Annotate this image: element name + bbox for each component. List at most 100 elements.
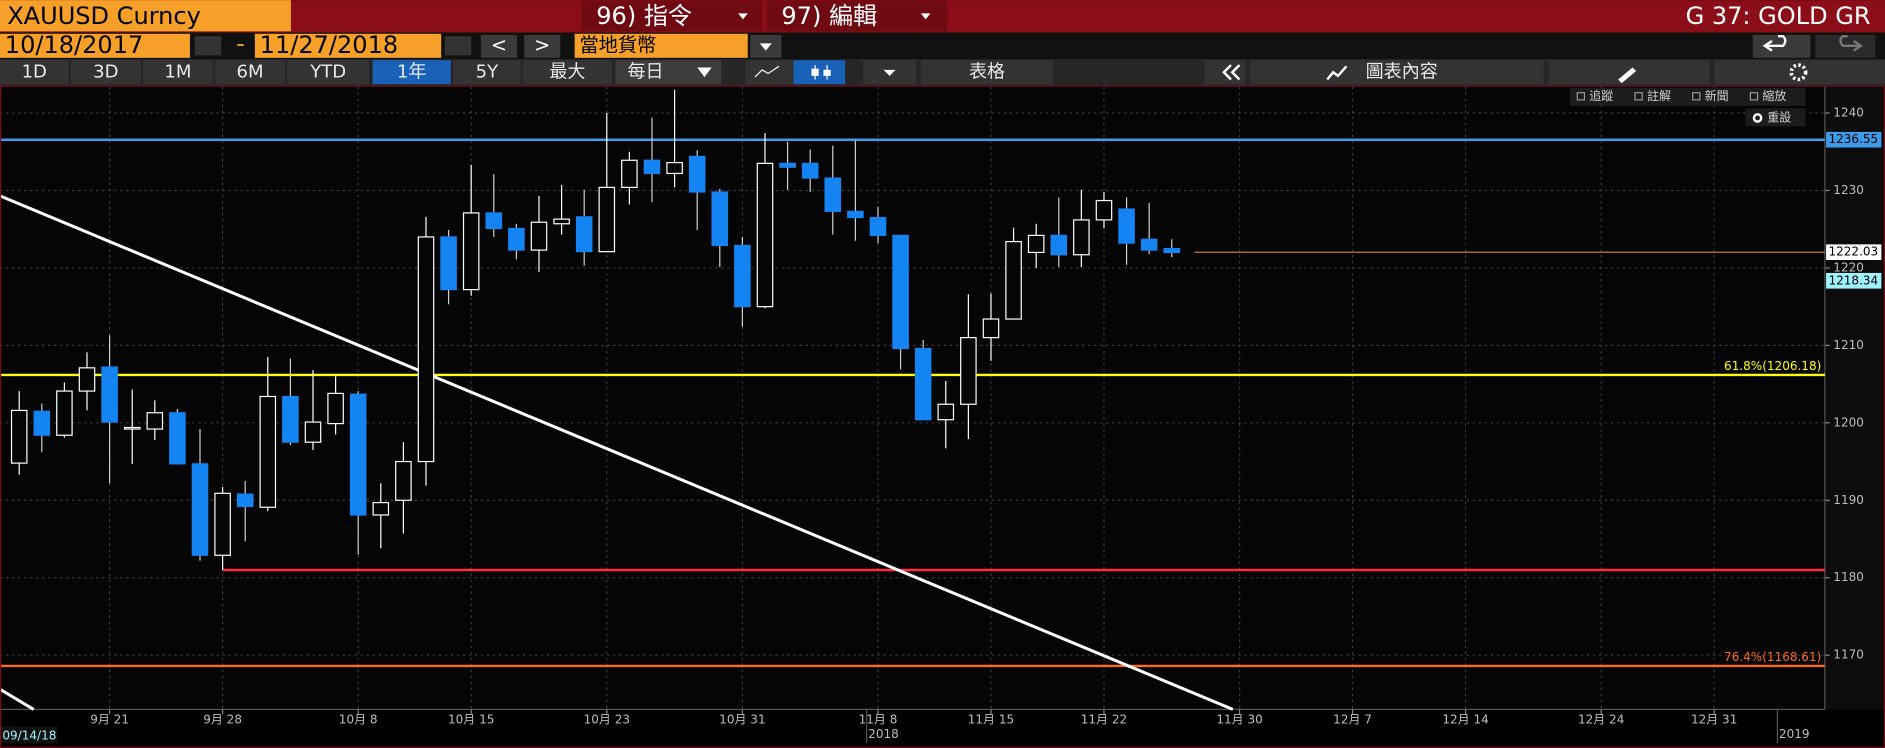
candle-body [349, 393, 367, 516]
dropdown-icon [738, 13, 748, 20]
period-label[interactable]: 1M [164, 61, 191, 82]
candle-body [530, 221, 548, 251]
candle-chart-button[interactable] [793, 60, 846, 85]
tool-icon[interactable] [1692, 92, 1701, 101]
menu-command[interactable]: 96) 指令 [596, 2, 692, 30]
prev-button[interactable] [480, 34, 517, 58]
candle-body [417, 236, 435, 463]
x-tick-label: 10月 8 [339, 713, 378, 727]
x-tick-label: 10月 15 [448, 713, 494, 727]
tool-icon[interactable] [1576, 92, 1586, 101]
candle-body [621, 159, 638, 188]
candle-body [395, 460, 412, 501]
date-stamp-box [0, 726, 58, 744]
tool-label[interactable]: 縮放 [1762, 88, 1786, 103]
page-title: G 37: GOLD GR [1686, 2, 1871, 30]
dropdown-icon [759, 43, 772, 51]
year-label: 2018 [868, 727, 899, 741]
candle-body [78, 367, 96, 392]
menu-edit[interactable]: 97) 編輯 [781, 2, 877, 30]
period-tab[interactable] [372, 60, 451, 85]
start-date-box[interactable] [0, 33, 190, 58]
candle-body [598, 186, 616, 253]
period-label[interactable]: 3D [93, 61, 118, 82]
candle-body [960, 337, 977, 405]
tool-label[interactable]: 追蹤 [1589, 88, 1613, 103]
undo-icon [1762, 34, 1787, 52]
candle-body [553, 218, 570, 225]
y-tick-label: 1190 [1833, 493, 1864, 507]
menu-button[interactable] [766, 1, 948, 32]
chart-content-button[interactable] [1250, 60, 1544, 85]
reset-button[interactable] [1745, 108, 1806, 127]
candle-body [101, 366, 118, 423]
date-stamp: 09/14/18 [2, 728, 56, 742]
candle-body [33, 410, 51, 436]
tool-icon[interactable] [1634, 92, 1643, 101]
candle-body [1118, 208, 1135, 244]
redo-icon [1839, 34, 1864, 52]
menu-button[interactable] [581, 1, 763, 32]
tool-label[interactable]: 新聞 [1705, 88, 1729, 103]
y-tick-label: 1210 [1833, 338, 1864, 352]
period-label[interactable]: YTD [309, 61, 346, 82]
level-label: 76.4%(1168.61) [1724, 650, 1821, 664]
candle-icon [823, 69, 831, 76]
last-price-tag: 1222.03 [1828, 245, 1878, 259]
period-label[interactable]: 最大 [549, 61, 585, 82]
security-box[interactable] [0, 0, 291, 32]
trendline [0, 194, 1234, 711]
calendar-icon[interactable] [194, 36, 222, 56]
candle-body [824, 177, 842, 212]
tool-label[interactable]: 註解 [1647, 89, 1671, 103]
table-button[interactable] [920, 60, 1054, 85]
period-label[interactable]: 6M [237, 61, 264, 82]
y-tick-label: 1170 [1833, 648, 1864, 662]
x-tick-label: 12月 24 [1578, 713, 1624, 727]
x-tick-label: 10月 31 [719, 713, 765, 727]
table[interactable]: 表格 [969, 61, 1005, 82]
period-tab[interactable] [215, 60, 285, 85]
candle-body [1140, 238, 1158, 251]
reset[interactable]: 重設 [1767, 109, 1791, 124]
period-tab[interactable] [522, 60, 612, 85]
candle-body [282, 395, 299, 443]
chart-content[interactable]: 圖表內容 [1366, 61, 1438, 82]
line-icon [754, 65, 780, 78]
candle-body [1027, 234, 1045, 254]
bid-price-tag-box [1826, 272, 1882, 289]
candle-body [779, 162, 796, 168]
period-label[interactable]: 5Y [476, 61, 499, 82]
candle-body [259, 395, 277, 508]
tool-icon[interactable] [1749, 92, 1759, 101]
frequency: 每日 [628, 61, 664, 82]
candle-body [236, 493, 254, 508]
period-tab[interactable] [0, 60, 69, 85]
currency-box[interactable] [574, 33, 748, 58]
period-tab[interactable] [70, 60, 141, 85]
candle-body [1005, 240, 1022, 320]
prev[interactable]: < [491, 33, 507, 56]
candle-body [169, 412, 186, 465]
candle-body [485, 212, 503, 230]
end-date-box[interactable] [254, 33, 442, 58]
next[interactable]: > [534, 33, 550, 56]
x-tick-label: 11月 15 [968, 713, 1014, 727]
calendar-icon[interactable] [444, 36, 472, 56]
period-label[interactable]: 1年 [397, 61, 426, 82]
candle-body [123, 426, 141, 430]
collapse-icon [1222, 64, 1241, 81]
settings-icon [1789, 63, 1808, 82]
period-tab[interactable] [287, 60, 370, 85]
candle-body [508, 227, 525, 251]
period-label[interactable]: 1D [22, 61, 47, 82]
x-tick-label: 11月 8 [859, 713, 898, 727]
currency: 當地貨幣 [579, 33, 656, 56]
x-tick-label: 12月 31 [1691, 713, 1737, 727]
next-button[interactable] [524, 34, 561, 58]
period-tab[interactable] [143, 60, 213, 85]
x-tick-label: 9月 28 [203, 713, 242, 727]
period-tab[interactable] [453, 60, 521, 85]
x-tick-label: 11月 30 [1216, 713, 1262, 727]
